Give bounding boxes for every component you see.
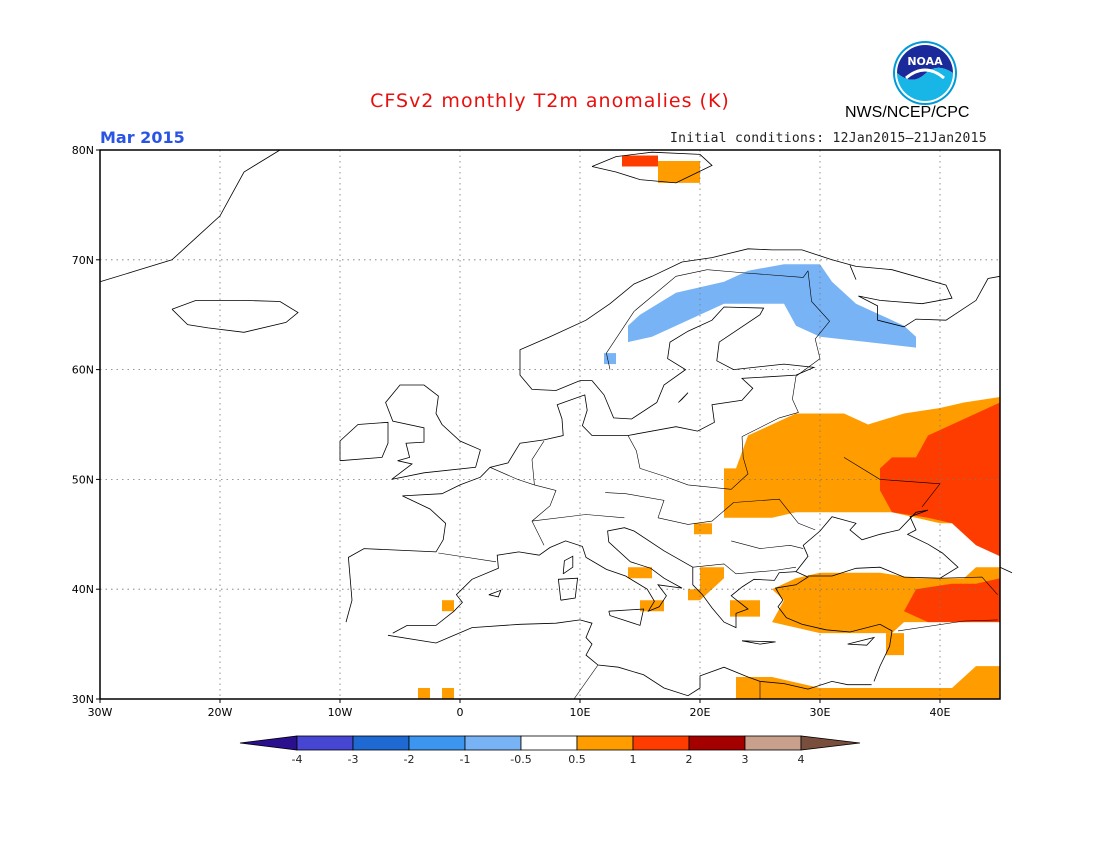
- greenland-coast: [99, 149, 281, 283]
- colorbar-tick-label: 1: [630, 753, 637, 766]
- lon-axis: 30W 20W 10W 0 10E 20E 30E 40E: [88, 699, 951, 719]
- sardinia: [557, 577, 579, 601]
- colorbar-segment: [464, 735, 522, 751]
- cyprus: [847, 636, 876, 646]
- lat-tick-label: 50N: [72, 473, 94, 486]
- country-border: [741, 376, 799, 437]
- lat-tick-label: 40N: [72, 583, 94, 596]
- anomaly-scandinavia-cold: [628, 264, 916, 348]
- gridlines: [100, 150, 1000, 699]
- country-border: [939, 576, 998, 595]
- gotland: [678, 392, 689, 403]
- anomaly-layer: [418, 155, 1000, 699]
- country-border: [795, 270, 830, 377]
- country-border: [843, 457, 941, 508]
- colorbar: -4 -3 -2 -1 -0.5 0.5 1 2 3 4: [239, 735, 861, 766]
- lat-axis: 30N 40N 50N 60N 70N 80N: [72, 144, 100, 706]
- anomaly-italy-warm: [628, 567, 652, 579]
- lon-tick-label: 30E: [810, 706, 831, 719]
- colorbar-segment: [408, 735, 466, 751]
- lon-tick-label: 10W: [328, 706, 353, 719]
- coastlines: [99, 149, 1013, 700]
- anomaly-morocco-warm-1: [418, 688, 430, 699]
- country-border: [639, 436, 749, 490]
- period-label: Mar 2015: [100, 128, 185, 147]
- lon-tick-label: 20W: [208, 706, 233, 719]
- colorbar-segment: [632, 735, 690, 751]
- anomaly-balkans-warm: [688, 567, 724, 601]
- country-border: [627, 435, 641, 469]
- country-border: [606, 269, 708, 370]
- anomaly-russia-hot: [880, 402, 1000, 557]
- logo-text: NOAA: [907, 55, 943, 68]
- lon-tick-label: 0: [457, 706, 464, 719]
- colorbar-segment: [688, 735, 746, 751]
- colorbar-arrow-low: [239, 735, 298, 751]
- med-north: [392, 527, 893, 682]
- anomaly-africa-warm: [736, 666, 1000, 699]
- initial-conditions-label: Initial conditions: 12Jan2015–21Jan2015: [670, 131, 987, 146]
- colorbar-arrow-high: [800, 735, 861, 751]
- country-border: [657, 502, 734, 525]
- lat-tick-label: 70N: [72, 254, 94, 267]
- country-border: [531, 440, 545, 485]
- country-border: [438, 552, 497, 563]
- colorbar-segment: [576, 735, 634, 751]
- caspian-west: [999, 566, 1013, 574]
- black-sea: [795, 509, 959, 579]
- white-sea-n: [849, 265, 857, 280]
- africa-coast: [387, 619, 872, 697]
- mallorca: [488, 589, 502, 598]
- anomaly-hungary-warm: [694, 523, 712, 535]
- colorbar-tick-label: -3: [348, 753, 359, 766]
- lon-tick-label: 20E: [690, 706, 711, 719]
- lat-tick-label: 30N: [72, 693, 94, 706]
- anomaly-greece-warm: [730, 600, 760, 617]
- anomaly-spain-warm: [442, 600, 454, 612]
- chart-title: CFSv2 monthly T2m anomalies (K): [370, 90, 730, 112]
- anomaly-levant-warm: [886, 633, 904, 656]
- anomaly-svalbard-warm: [658, 161, 700, 183]
- iceland-coast: [171, 300, 299, 333]
- corsica: [562, 555, 574, 575]
- colorbar-tick-label: 4: [798, 753, 805, 766]
- svalbard-coast: [591, 151, 713, 184]
- sicily: [608, 608, 645, 626]
- colorbar-tick-label: -0.5: [510, 753, 531, 766]
- colorbar-segment: [296, 735, 354, 751]
- country-border: [692, 563, 797, 575]
- country-border: [573, 664, 599, 700]
- colorbar-tick-label: -4: [292, 753, 303, 766]
- colorbar-tick-label: -1: [460, 753, 471, 766]
- anomaly-norway-cold: [604, 353, 616, 365]
- country-border: [733, 498, 816, 531]
- colorbar-segment: [744, 735, 802, 751]
- country-border: [605, 492, 665, 518]
- country-border: [897, 619, 998, 632]
- country-border: [731, 540, 804, 549]
- lon-tick-label: 40E: [930, 706, 951, 719]
- colorbar-segment: [352, 735, 410, 751]
- lon-tick-label: 10E: [570, 706, 591, 719]
- britain-coast: [385, 384, 481, 480]
- lat-tick-label: 60N: [72, 364, 94, 377]
- colorbar-segment: [520, 735, 578, 751]
- noaa-logo: NOAA: [893, 41, 957, 105]
- colorbar-tick-label: -2: [404, 753, 415, 766]
- europe-mainland: [345, 248, 1001, 623]
- colorbar-tick-label: 3: [742, 753, 749, 766]
- agency-label: NWS/NCEP/CPC: [845, 104, 970, 121]
- country-border: [707, 269, 809, 278]
- country-border: [531, 514, 625, 522]
- anomaly-svalbard-hot: [622, 155, 658, 167]
- lat-tick-label: 80N: [72, 144, 94, 157]
- anomaly-morocco-warm-2: [442, 688, 454, 699]
- ireland-coast: [339, 421, 389, 462]
- crete: [741, 640, 776, 645]
- colorbar-tick-label: 0.5: [568, 753, 586, 766]
- colorbar-tick-label: 2: [686, 753, 693, 766]
- map-frame: [99, 149, 1001, 700]
- lon-tick-label: 30W: [88, 706, 113, 719]
